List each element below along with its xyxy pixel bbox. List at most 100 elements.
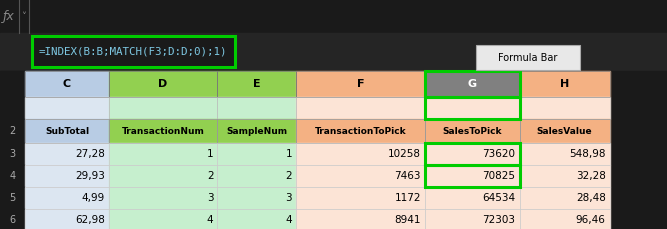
Text: ˅: ˅ <box>21 12 27 22</box>
Text: 2: 2 <box>285 171 292 181</box>
Bar <box>217 209 296 229</box>
Bar <box>0 71 25 97</box>
Text: 6: 6 <box>9 215 16 225</box>
Bar <box>0 165 25 187</box>
Bar <box>0 33 667 71</box>
Text: 4: 4 <box>207 215 213 225</box>
Text: 4: 4 <box>9 171 16 181</box>
Bar <box>296 71 425 97</box>
FancyBboxPatch shape <box>476 45 580 70</box>
Text: 4,99: 4,99 <box>81 193 105 203</box>
Bar <box>109 165 217 187</box>
Bar <box>425 71 520 97</box>
Text: 2: 2 <box>207 171 213 181</box>
Bar <box>425 165 520 187</box>
Bar <box>425 165 520 187</box>
Bar <box>425 187 520 209</box>
Bar <box>25 187 109 209</box>
Bar <box>520 187 610 209</box>
Bar <box>520 119 610 143</box>
Bar <box>217 187 296 209</box>
Bar <box>520 71 610 97</box>
Bar <box>217 209 296 229</box>
Bar <box>109 165 217 187</box>
Bar <box>520 143 610 165</box>
Bar <box>109 143 217 165</box>
Bar <box>520 209 610 229</box>
Bar <box>520 97 610 119</box>
Bar <box>109 119 217 143</box>
Text: F: F <box>357 79 364 89</box>
Bar <box>296 209 425 229</box>
Text: SubTotal: SubTotal <box>45 127 89 136</box>
Text: H: H <box>560 79 569 89</box>
Bar <box>0 97 667 119</box>
Bar <box>0 119 667 143</box>
Text: Formula Bar: Formula Bar <box>498 53 558 63</box>
Text: 2: 2 <box>9 126 16 136</box>
Text: C: C <box>63 79 71 89</box>
Text: SalesToPick: SalesToPick <box>442 127 502 136</box>
Bar <box>0 143 25 165</box>
Bar <box>217 143 296 165</box>
Bar <box>0 209 25 229</box>
Bar <box>520 209 610 229</box>
Text: 1: 1 <box>285 149 292 159</box>
Text: TransactionToPick: TransactionToPick <box>315 127 406 136</box>
Text: D: D <box>159 79 167 89</box>
Bar <box>425 209 520 229</box>
Text: =INDEX(B:B;MATCH(F3;D:D;0);1): =INDEX(B:B;MATCH(F3;D:D;0);1) <box>39 46 227 56</box>
Bar <box>296 119 425 143</box>
Text: 1172: 1172 <box>394 193 421 203</box>
Bar <box>296 165 425 187</box>
Text: 3: 3 <box>285 193 292 203</box>
Bar <box>425 97 520 119</box>
Bar <box>0 0 667 33</box>
Bar <box>25 143 109 165</box>
Text: SalesValue: SalesValue <box>537 127 592 136</box>
Bar <box>520 71 610 97</box>
Bar <box>520 187 610 209</box>
Bar <box>25 119 109 143</box>
Bar <box>520 143 610 165</box>
Bar <box>217 71 296 97</box>
Bar <box>25 209 109 229</box>
Text: 8941: 8941 <box>394 215 421 225</box>
Bar <box>425 71 520 97</box>
Bar <box>217 143 296 165</box>
Bar <box>25 143 109 165</box>
Bar <box>296 187 425 209</box>
Bar <box>109 143 217 165</box>
Bar <box>217 165 296 187</box>
Bar <box>217 187 296 209</box>
Text: 64534: 64534 <box>482 193 516 203</box>
Bar <box>425 71 520 97</box>
Text: 70825: 70825 <box>483 171 516 181</box>
Text: G: G <box>468 79 477 89</box>
Text: 7463: 7463 <box>394 171 421 181</box>
Bar <box>25 187 109 209</box>
Text: 27,28: 27,28 <box>75 149 105 159</box>
Bar <box>25 97 109 119</box>
Bar <box>25 209 109 229</box>
Text: 28,48: 28,48 <box>576 193 606 203</box>
Bar <box>296 209 425 229</box>
Bar <box>520 165 610 187</box>
Bar <box>425 119 520 143</box>
Bar <box>217 119 296 143</box>
Bar <box>296 97 425 119</box>
Bar <box>520 97 610 119</box>
Bar <box>109 119 217 143</box>
Bar <box>425 143 520 165</box>
Bar <box>425 143 520 165</box>
Bar <box>0 187 25 209</box>
Bar <box>296 143 425 165</box>
Bar <box>296 119 425 143</box>
Bar <box>425 209 520 229</box>
Bar <box>520 119 610 143</box>
Text: 96,46: 96,46 <box>576 215 606 225</box>
Bar <box>217 165 296 187</box>
Bar <box>425 143 520 165</box>
Text: 10258: 10258 <box>388 149 421 159</box>
Text: 1: 1 <box>207 149 213 159</box>
